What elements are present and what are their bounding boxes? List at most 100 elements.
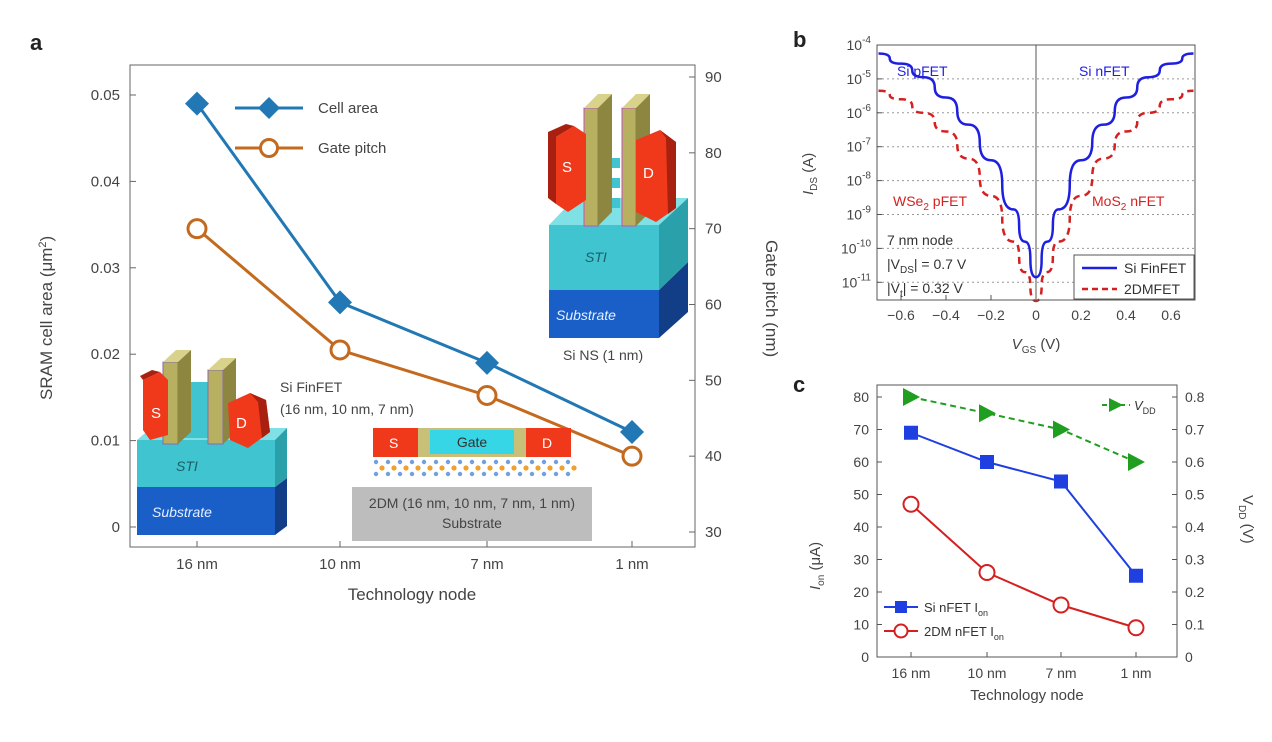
finfet-drain-label: D	[236, 415, 247, 432]
lattice-atom	[553, 459, 559, 465]
vdd-line	[910, 396, 1137, 463]
ns-gate-right	[621, 107, 637, 227]
panel-c-y2-axis-label: VDD (V)	[1236, 495, 1256, 544]
y-tick-label: 0.04	[91, 173, 120, 190]
panel-b-series	[878, 52, 1194, 303]
vdd-point	[1053, 420, 1070, 439]
y-tick-exponent: -11	[857, 272, 871, 283]
panel-a-series	[185, 91, 644, 467]
x-tick-label: 7 nm	[470, 556, 503, 573]
vt-label: |Vt| = 0.32 V	[887, 280, 963, 300]
gate-pitch-point	[186, 218, 208, 240]
legend-si-finfet-label: Si FinFET	[1124, 260, 1187, 276]
vds-label: |VDS| = 0.7 V	[887, 256, 967, 276]
finfet-label-line1: Si FinFET	[280, 379, 343, 395]
ns-sti-label: STI	[585, 249, 607, 265]
y-tick-base: 10	[847, 173, 863, 189]
y-tick-base: 10	[841, 240, 857, 256]
twodm-drain-label: D	[542, 435, 552, 451]
lattice-atom	[385, 459, 391, 465]
y-tick-exponent: -7	[862, 137, 871, 148]
ns-substrate-label: Substrate	[556, 307, 616, 323]
y-tick-label: 10-10	[841, 238, 871, 256]
lattice-atom	[547, 465, 553, 471]
y-tick-exponent: -5	[862, 69, 871, 80]
2dmfet-curve	[878, 89, 1194, 303]
y-tick-base: 10	[847, 207, 863, 223]
twodm-label-line1: 2DM (16 nm, 10 nm, 7 nm, 1 nm)	[369, 495, 575, 511]
panel-c-x-axis-label: Technology node	[970, 687, 1083, 704]
panel-a-x-axis: 16 nm 10 nm 7 nm 1 nm	[176, 541, 649, 573]
finfet-sti-label: STI	[176, 458, 198, 474]
lattice-atom	[469, 459, 475, 465]
lattice-atom	[391, 465, 397, 471]
lattice-atom	[493, 471, 499, 477]
y2-tick-label: 0.5	[1185, 487, 1205, 503]
panel-c-letter: c	[793, 372, 805, 397]
panel-b-letter: b	[793, 27, 806, 52]
y-tick-label: 10-8	[847, 171, 872, 189]
twodm-gate-block	[430, 430, 514, 454]
twodm-source-block	[373, 428, 418, 457]
si-ns-device-illustration: Substrate STI S D	[548, 94, 688, 338]
twodm-lattice	[373, 459, 577, 477]
lattice-atom	[511, 465, 517, 471]
si-nfet-point	[1129, 568, 1143, 583]
si-pfet-label: Si pFET	[897, 63, 948, 79]
panel-a-y-axis-label: SRAM cell area (μm2)	[37, 236, 56, 400]
y-tick-label: 30	[853, 552, 869, 568]
y2-tick-label: 0.7	[1185, 422, 1205, 438]
lattice-atom	[505, 471, 511, 477]
lattice-atom	[463, 465, 469, 471]
lattice-atom	[571, 465, 577, 471]
lattice-atom	[415, 465, 421, 471]
legend-gate-pitch-marker	[259, 138, 279, 158]
y-tick-base: 10	[847, 71, 863, 87]
lattice-atom	[481, 471, 487, 477]
si-nfet-label: Si nFET	[1079, 63, 1130, 79]
cell-area-point	[185, 91, 209, 116]
legend-cell-area-label: Cell area	[318, 100, 379, 117]
finfet-source-label: S	[151, 405, 161, 422]
vdd-point	[903, 388, 920, 406]
twodm-source-label: S	[389, 435, 398, 451]
panel-a-plot-frame	[129, 64, 696, 548]
lattice-atom	[409, 471, 415, 477]
y2-tick-label: 0.2	[1185, 584, 1205, 600]
lattice-atom	[421, 471, 427, 477]
y2-tick-label: 50	[705, 372, 722, 389]
lattice-atom	[385, 471, 391, 477]
finfet-label-line2: (16 nm, 10 nm, 7 nm)	[280, 401, 414, 417]
ns-drain-label: D	[643, 165, 654, 182]
twodm-substrate-block	[352, 487, 592, 541]
2dm-nfet-point	[902, 495, 920, 513]
x-tick-label: −0.6	[887, 307, 915, 323]
2dm-nfet-point	[1127, 619, 1145, 637]
y-tick-label: 10-7	[847, 137, 872, 155]
ns-drain-block	[636, 130, 676, 222]
y-tick-label: 10-4	[847, 35, 872, 53]
lattice-atom	[565, 471, 571, 477]
panel-a-y2-axis-label: Gate pitch (nm)	[762, 240, 781, 357]
twodm-drain-block	[526, 428, 571, 457]
panel-c-series	[902, 388, 1145, 637]
x-tick-label: 0	[1032, 307, 1040, 323]
x-tick-label: 10 nm	[968, 665, 1007, 681]
panel-b-legend: Si FinFET 2DMFET	[1073, 254, 1195, 300]
lattice-atom	[373, 459, 379, 465]
vdd-point	[1128, 453, 1145, 471]
y-tick-exponent: -9	[862, 205, 871, 216]
lattice-atom	[397, 459, 403, 465]
lattice-atom	[505, 459, 511, 465]
lattice-atom	[475, 465, 481, 471]
y-tick-label: 10-9	[847, 205, 872, 223]
x-tick-label: 1 nm	[615, 556, 648, 573]
ns-sti-block	[549, 225, 659, 290]
legend-vdd-label: VDD	[1134, 398, 1156, 416]
y2-tick-label: 90	[705, 69, 722, 86]
y-tick-exponent: -10	[857, 238, 872, 249]
lattice-atom	[535, 465, 541, 471]
